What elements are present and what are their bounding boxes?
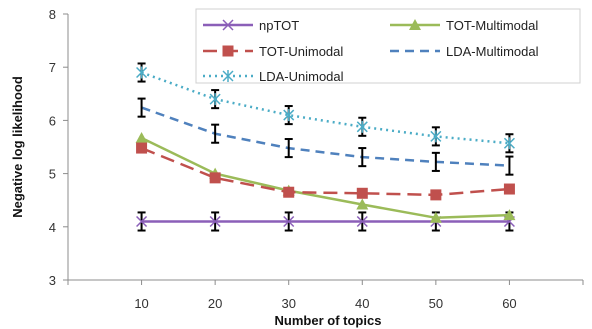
- x-tick-label: 30: [281, 296, 295, 311]
- legend-marker: [222, 19, 234, 31]
- legend: npTOT TOT-Multimodal TOT-Unimodal LDA-Multi…: [195, 8, 581, 84]
- data-point-nptot: [136, 215, 148, 228]
- y-axis-title: Negative log likelihood: [10, 76, 25, 218]
- series-nptot: [136, 211, 515, 232]
- series-tot-unimodal: [136, 142, 515, 201]
- series-line-tot-multimodal: [141, 136, 510, 220]
- legend-marker: [222, 70, 234, 82]
- data-point-tot-unimodal: [136, 142, 148, 154]
- legend-label: LDA-Unimodal: [259, 69, 344, 84]
- error-bar: [137, 97, 146, 118]
- x-tick-label: 20: [208, 296, 222, 311]
- legend-entry-lda-multimodal: LDA-Multimodal: [390, 44, 539, 59]
- error-bar: [358, 147, 367, 168]
- legend-label: TOT-Unimodal: [259, 44, 343, 59]
- legend-entry-tot-unimodal: TOT-Unimodal: [203, 44, 343, 59]
- data-point-tot-unimodal: [283, 186, 295, 198]
- error-bar: [211, 123, 220, 144]
- data-point-nptot: [283, 215, 295, 228]
- x-axis-title: Number of topics: [275, 313, 382, 328]
- data-point-lda-unimodal: [283, 109, 295, 122]
- error-bar: [284, 138, 293, 159]
- y-tick-label: 3: [49, 273, 56, 288]
- y-tick-label: 6: [49, 113, 56, 128]
- y-tick-label: 7: [49, 60, 56, 75]
- data-point-nptot: [356, 215, 368, 228]
- data-point-nptot: [209, 215, 221, 228]
- y-tick-label: 5: [49, 167, 56, 182]
- data-point-tot-multimodal: [356, 198, 369, 210]
- legend-label: npTOT: [259, 18, 299, 33]
- error-bar: [431, 151, 440, 172]
- x-tick-label: 40: [355, 296, 369, 311]
- data-point-lda-unimodal: [430, 130, 442, 143]
- legend-box: [195, 8, 581, 84]
- y-tick-label: 8: [49, 7, 56, 22]
- data-point-tot-unimodal: [356, 187, 368, 199]
- legend-label: TOT-Multimodal: [446, 18, 538, 33]
- series-tot-multimodal: [135, 131, 516, 223]
- x-tick-label: 50: [429, 296, 443, 311]
- data-point-tot-unimodal: [209, 172, 221, 184]
- legend-marker: [222, 45, 234, 57]
- data-point-lda-unimodal: [136, 66, 148, 79]
- series-layer: [135, 62, 516, 232]
- data-point-tot-multimodal: [429, 211, 442, 223]
- legend-entry-nptot: npTOT: [203, 18, 299, 33]
- data-point-tot-multimodal: [503, 209, 516, 221]
- legend-marker: [409, 19, 421, 30]
- x-tick-label: 60: [502, 296, 516, 311]
- y-tick-label: 4: [49, 220, 56, 235]
- series-line-tot-unimodal: [141, 146, 510, 197]
- data-point-lda-unimodal: [503, 137, 515, 150]
- data-point-lda-unimodal: [209, 93, 221, 106]
- legend-entry-tot-multimodal: TOT-Multimodal: [390, 18, 538, 33]
- series-lda-unimodal: [136, 62, 515, 154]
- legend-label: LDA-Multimodal: [446, 44, 539, 59]
- data-point-tot-unimodal: [503, 183, 515, 195]
- data-point-lda-unimodal: [356, 120, 368, 133]
- x-tick-label: 10: [134, 296, 148, 311]
- series-line-lda-multimodal: [141, 106, 510, 167]
- error-bar: [505, 155, 514, 176]
- data-point-tot-unimodal: [430, 189, 442, 201]
- axes: 3 4 5 6 7 8 10 20 30 40 50 60: [49, 7, 584, 311]
- legend-entry-lda-unimodal: LDA-Unimodal: [203, 69, 344, 84]
- data-point-tot-multimodal: [135, 131, 148, 143]
- series-lda-multimodal: [137, 97, 514, 176]
